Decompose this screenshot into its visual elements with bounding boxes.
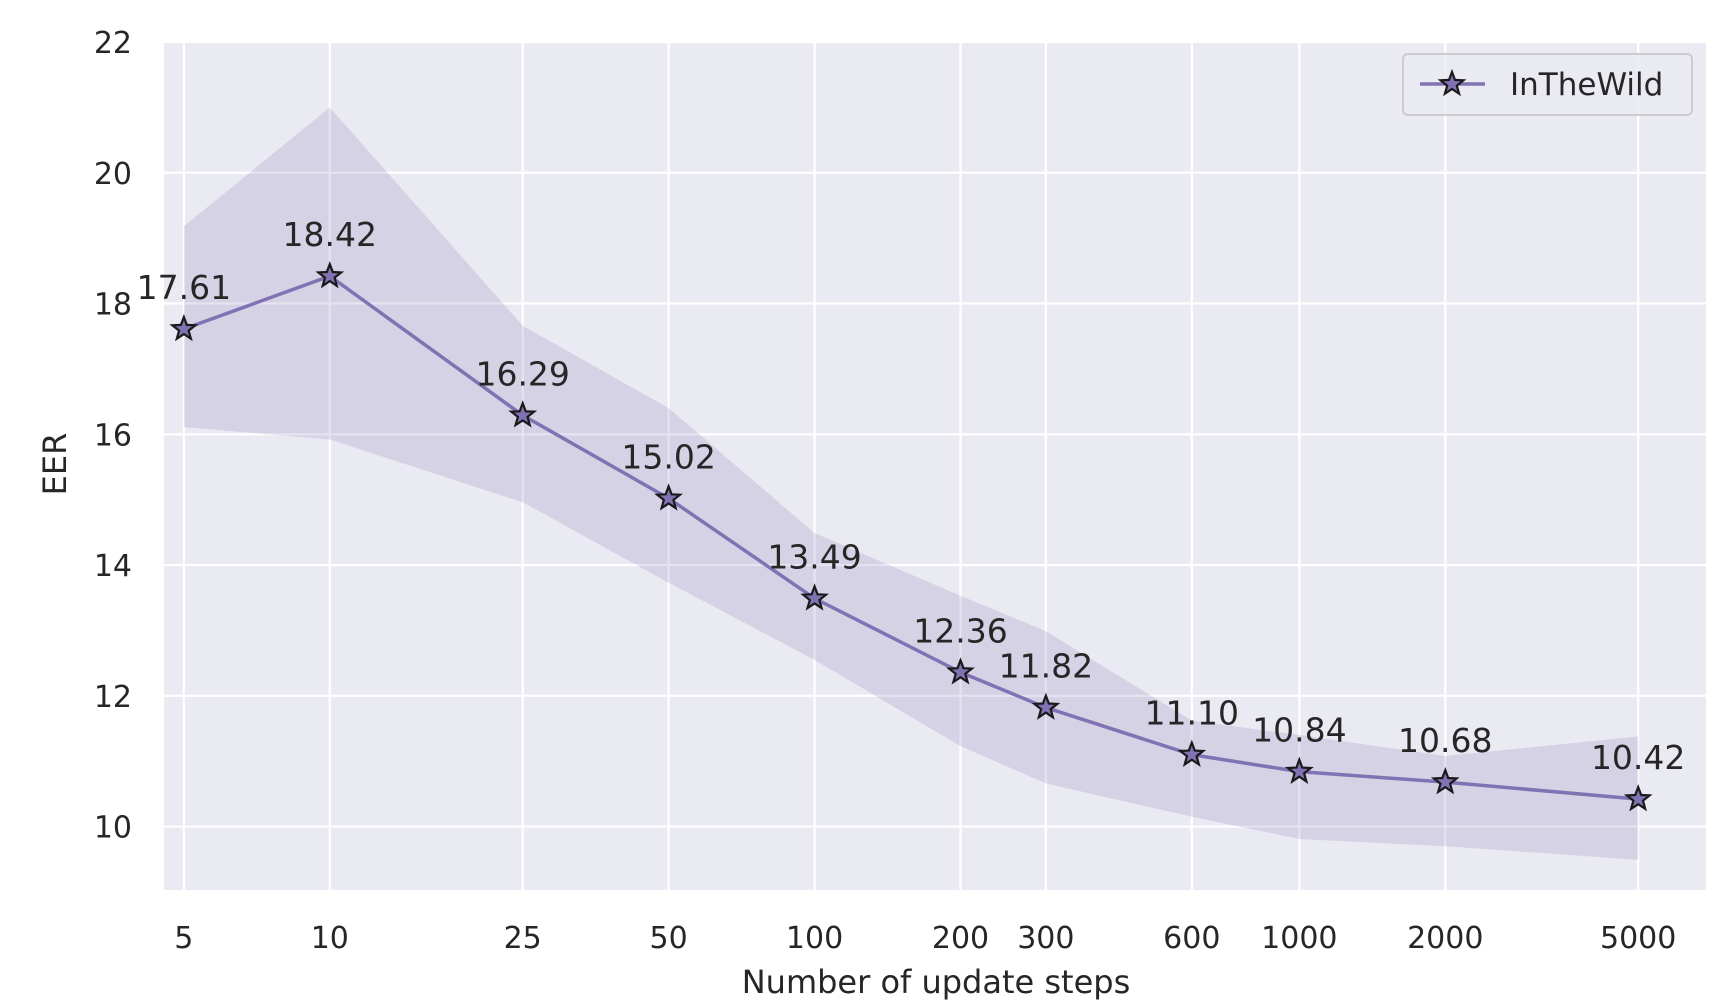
x-tick-label: 200 bbox=[932, 921, 989, 956]
x-tick-label: 50 bbox=[650, 921, 688, 956]
y-axis-label: EER bbox=[36, 433, 74, 496]
y-tick-label: 18 bbox=[94, 288, 132, 323]
legend: InTheWild bbox=[1402, 53, 1693, 116]
x-tick-label: 10 bbox=[311, 921, 349, 956]
data-label: 10.42 bbox=[1591, 738, 1685, 777]
x-axis-label: Number of update steps bbox=[742, 963, 1131, 1001]
data-label: 10.68 bbox=[1398, 721, 1492, 760]
x-tick-label: 5 bbox=[174, 921, 193, 956]
y-axis-ticks: 10 12 14 16 18 20 22 bbox=[94, 26, 132, 846]
series-inthewild bbox=[169, 261, 1653, 812]
data-label: 13.49 bbox=[767, 537, 861, 576]
y-tick-label: 16 bbox=[94, 418, 132, 453]
data-label: 10.84 bbox=[1252, 711, 1346, 750]
star-marker bbox=[1430, 766, 1460, 795]
y-tick-label: 12 bbox=[94, 680, 132, 715]
y-tick-label: 20 bbox=[94, 157, 132, 192]
star-marker bbox=[1031, 692, 1061, 720]
y-tick-label: 10 bbox=[94, 811, 132, 846]
data-label: 11.82 bbox=[999, 647, 1093, 686]
star-marker bbox=[1623, 784, 1653, 812]
data-label: 12.36 bbox=[913, 611, 1007, 650]
data-label: 16.29 bbox=[475, 354, 569, 393]
x-tick-label: 2000 bbox=[1407, 921, 1483, 956]
star-marker bbox=[1284, 756, 1314, 784]
y-tick-label: 14 bbox=[94, 549, 132, 584]
star-marker bbox=[508, 400, 538, 428]
x-tick-label: 25 bbox=[504, 921, 542, 956]
x-tick-label: 1000 bbox=[1261, 921, 1337, 956]
x-tick-label: 600 bbox=[1163, 921, 1220, 956]
legend-star-icon bbox=[1437, 68, 1467, 97]
x-tick-label: 5000 bbox=[1600, 921, 1676, 956]
y-tick-label: 22 bbox=[94, 26, 132, 61]
data-label: 15.02 bbox=[621, 437, 715, 476]
star-marker bbox=[315, 261, 345, 289]
legend-label-inthewild: InTheWild bbox=[1510, 67, 1663, 103]
x-axis-ticks: 5 10 25 50 100 200 300 600 1000 2000 5000 bbox=[174, 921, 1676, 956]
plot-background bbox=[164, 42, 1706, 890]
star-marker bbox=[946, 657, 975, 685]
star-marker bbox=[800, 583, 829, 611]
data-label: 17.61 bbox=[137, 268, 231, 307]
data-label: 11.10 bbox=[1145, 694, 1239, 733]
star-marker bbox=[169, 313, 199, 342]
star-marker bbox=[1177, 739, 1207, 767]
legend-box bbox=[1402, 53, 1693, 116]
grid-lines bbox=[164, 40, 1706, 890]
data-label: 18.42 bbox=[283, 215, 377, 254]
x-tick-label: 300 bbox=[1017, 921, 1074, 956]
star-marker bbox=[654, 483, 683, 511]
x-tick-label: 100 bbox=[786, 921, 843, 956]
